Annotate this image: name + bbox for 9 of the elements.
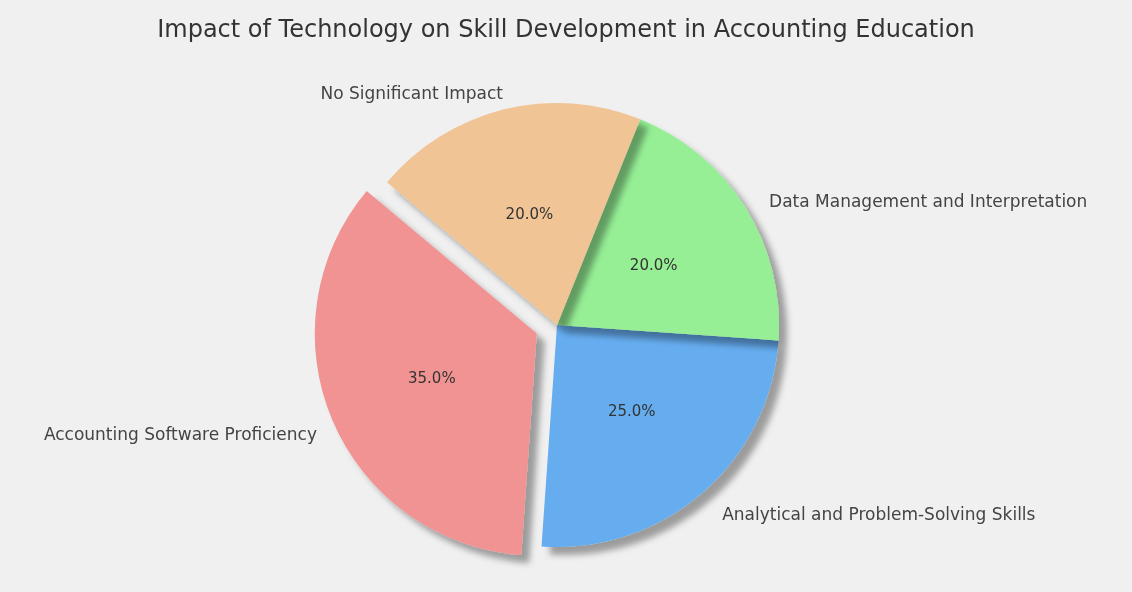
slice-label: Data Management and Interpretation bbox=[769, 190, 1088, 211]
slice-label: No Significant Impact bbox=[320, 83, 504, 104]
slice-label: Accounting Software Proficiency bbox=[43, 424, 317, 445]
data-label: 20.0% bbox=[629, 255, 678, 274]
chart-title: Impact of Technology on Skill Development in Accounting Education bbox=[157, 15, 975, 43]
data-label: 25.0% bbox=[607, 402, 656, 421]
slice-label: Analytical and Problem-Solving Skills bbox=[722, 504, 1036, 525]
data-label: 20.0% bbox=[505, 205, 554, 224]
data-label: 35.0% bbox=[407, 369, 456, 388]
